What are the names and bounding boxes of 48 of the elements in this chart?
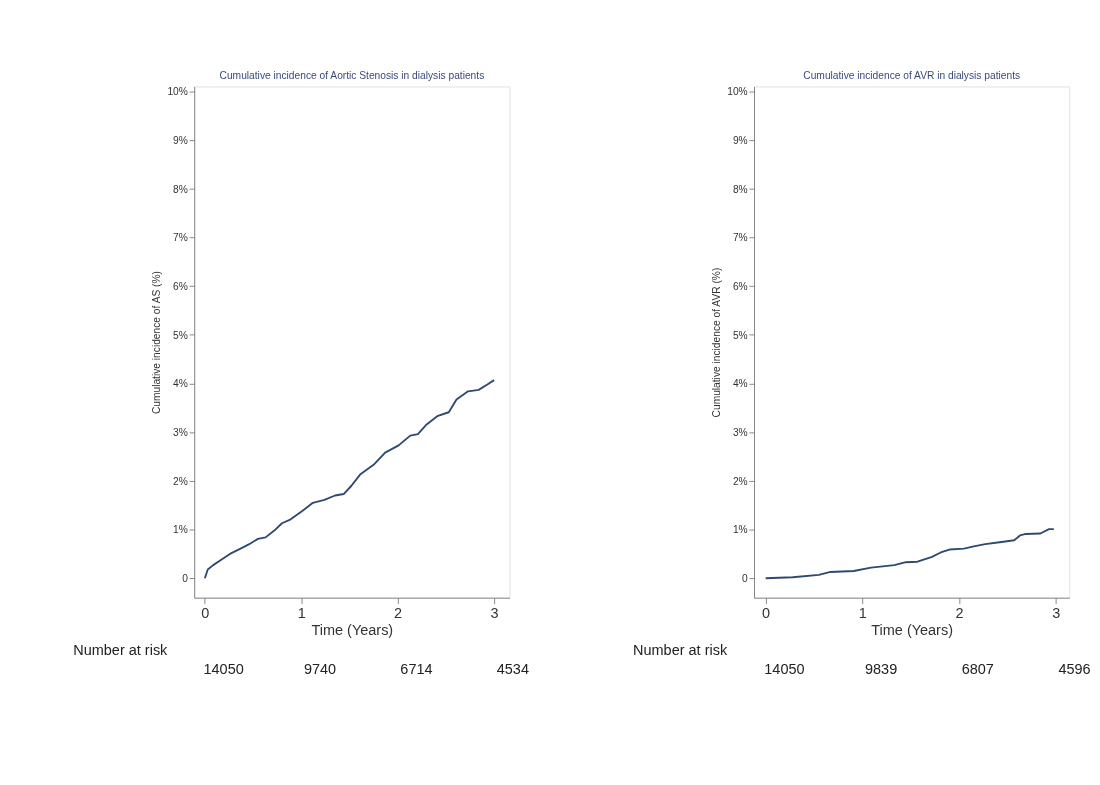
y-tick-label: 9% [732, 134, 748, 146]
y-tick-label: 8% [173, 183, 188, 195]
x-tick-label: 2 [394, 604, 403, 621]
y-axis-title: Cumulative incidence of AS (%) [150, 270, 162, 415]
chart-title: Cumulative incidence of AVR in dialysis patients [803, 69, 1021, 81]
x-tick-label: 3 [490, 604, 499, 621]
text: Number at risk [73, 641, 169, 658]
text: Number at risk [633, 641, 728, 658]
x-tick-label: 0 [201, 604, 210, 621]
text: 14050 [203, 661, 244, 678]
y-tick-label: 7% [173, 232, 188, 244]
x-tick-label: 1 [858, 604, 867, 621]
text: 9740 [303, 661, 337, 678]
y-tick-label: 5% [732, 329, 748, 341]
y-tick-label: 5% [173, 329, 188, 341]
y-tick-label: 3% [173, 427, 188, 439]
y-tick-label: 9% [173, 134, 188, 146]
y-tick-label: 10% [167, 86, 188, 98]
text: 14050 [764, 661, 805, 678]
text: 4596 [1058, 661, 1091, 678]
y-tick-label: 8% [732, 183, 748, 195]
line-series [764, 528, 1055, 580]
y-tick-label: 2% [732, 475, 748, 487]
x-axis-title: Time (Years) [311, 621, 394, 638]
x-axis-title: Time (Years) [871, 621, 953, 638]
y-tick-label: 2% [173, 475, 188, 487]
y-tick-label: 0 [741, 573, 748, 585]
y-tick-label: 6% [173, 280, 188, 292]
y-tick-label: 7% [732, 232, 748, 244]
x-tick-label: 3 [1052, 604, 1061, 621]
y-tick-label: 4% [732, 378, 748, 390]
y-tick-label: 3% [732, 427, 748, 439]
text: 9839 [865, 661, 898, 678]
text: 6714 [400, 661, 433, 678]
y-tick-label: 1% [732, 524, 748, 536]
chart-title: Cumulative incidence of Aortic Stenosis in dialysis patients [219, 69, 485, 81]
y-tick-label: 6% [732, 280, 748, 292]
x-tick-label: 0 [762, 604, 771, 621]
text: 6807 [961, 661, 994, 678]
line-series [203, 379, 496, 580]
x-tick-label: 2 [955, 604, 964, 621]
y-tick-label: 10% [727, 86, 748, 98]
x-tick-label: 1 [297, 604, 306, 621]
y-tick-label: 4% [173, 378, 188, 390]
text: 4534 [496, 661, 529, 678]
y-tick-label: 0 [182, 573, 189, 585]
y-axis-title: Cumulative incidence of AVR (%) [710, 267, 722, 418]
y-tick-label: 1% [173, 524, 188, 536]
